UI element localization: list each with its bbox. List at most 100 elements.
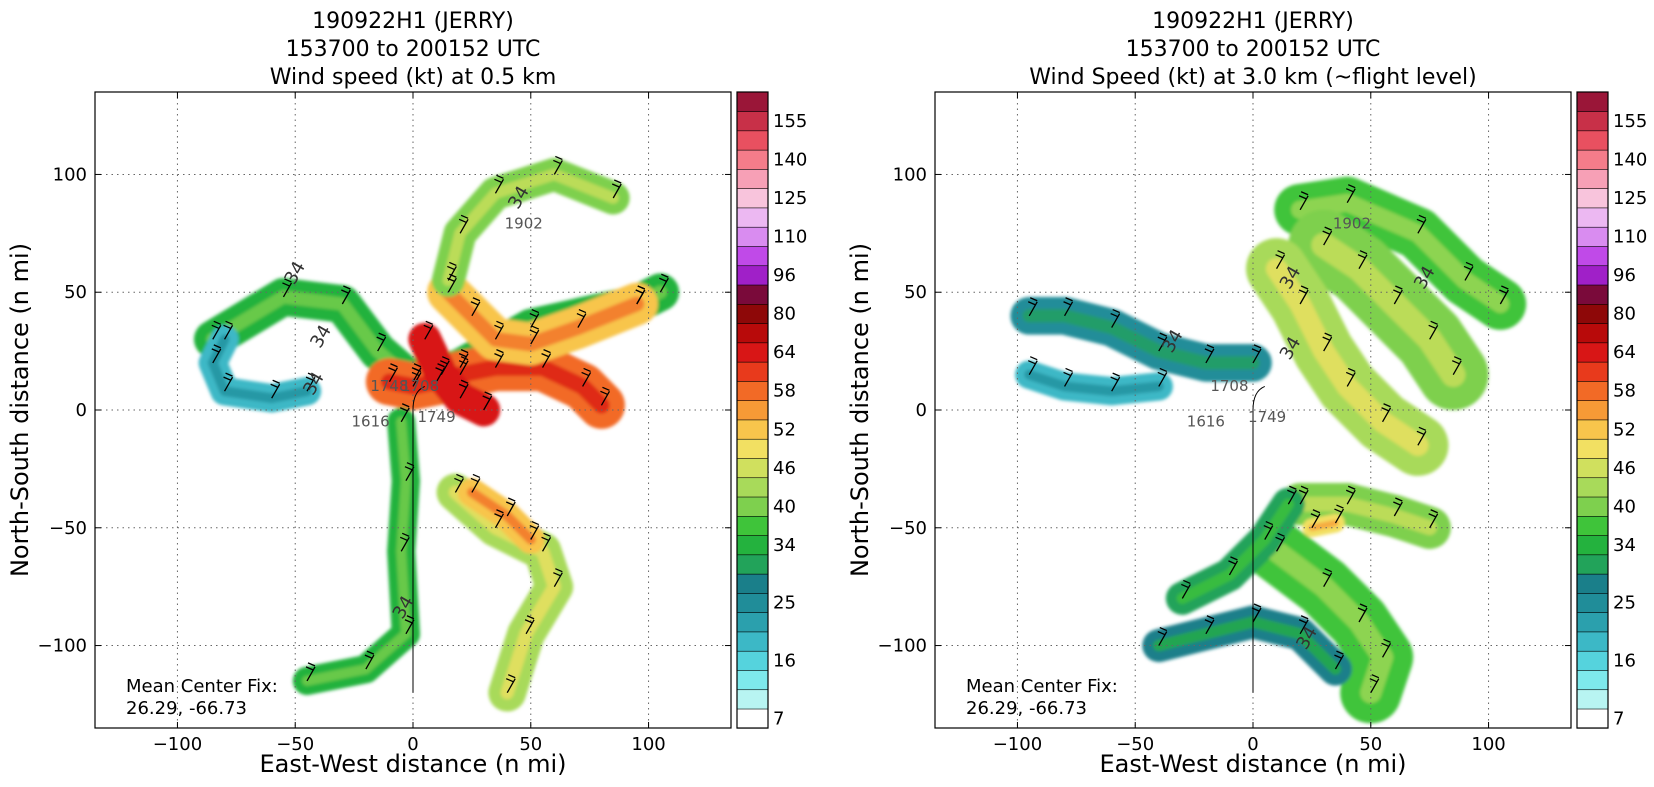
colorbar-segment	[1576, 515, 1609, 536]
wind-swath-core	[448, 485, 561, 700]
colorbar-segment	[1576, 361, 1609, 382]
wind-barb	[1204, 615, 1215, 635]
colorbar-segment	[736, 207, 769, 228]
wind-barb	[1345, 485, 1356, 505]
wind-barb	[1251, 603, 1262, 623]
left-center-fix-label: Mean Center Fix:	[126, 676, 278, 697]
colorbar-segment	[736, 592, 769, 613]
colorbar-segment	[1576, 631, 1609, 652]
colorbar-frame	[736, 91, 769, 729]
wind-barb	[1298, 191, 1309, 211]
wind-barb	[1181, 579, 1191, 599]
colorbar-segment	[736, 477, 769, 498]
colorbar-segment	[1576, 457, 1609, 479]
right-title-line-1: 190922H1 (JERRY)	[1152, 9, 1354, 34]
wind-swath-core	[1311, 232, 1466, 388]
wind-swath-core	[1024, 369, 1164, 397]
colorbar-segment	[1576, 284, 1609, 305]
right-center-fix-value: 26.29, -66.73	[966, 698, 1087, 719]
right-title-line-2: 153700 to 200152 UTC	[1126, 37, 1381, 62]
wind-barb	[529, 520, 540, 540]
colorbar-segment	[1576, 573, 1609, 594]
colorbar-segment	[1576, 130, 1609, 151]
colorbar-segment	[1576, 400, 1609, 421]
wind-barb	[458, 356, 469, 375]
right-xlabel: East-West distance (n mi)	[1099, 750, 1406, 778]
wind-swath-core	[440, 284, 645, 352]
y-tick-label: −50	[49, 518, 87, 539]
wind-barb	[1334, 504, 1345, 524]
right-colorbar: 7 16 25 34 40 46 52 58 64 80 96 110 125 140 155	[1576, 91, 1647, 729]
wind-barb	[454, 473, 464, 493]
wind-barb	[388, 363, 399, 383]
colorbar-tick-label: 155	[1613, 111, 1647, 132]
colorbar-tick-label: 110	[1613, 227, 1647, 248]
wind-barb	[494, 174, 505, 194]
wind-barb	[1499, 285, 1509, 305]
wind-barb	[411, 367, 422, 387]
wind-barb	[1428, 320, 1439, 340]
left-title-line-2: 153700 to 200152 UTC	[286, 37, 541, 62]
colorbar-segment	[736, 188, 769, 209]
flight-leg-label: 1749	[417, 408, 455, 426]
wind-barb	[581, 367, 592, 387]
wind-barb	[1322, 568, 1333, 587]
colorbar-segment	[736, 419, 769, 440]
y-tick-label: −100	[38, 636, 87, 657]
wind-barb	[494, 349, 505, 368]
wind-swath-core	[302, 416, 411, 686]
colorbar-tick-label: 52	[1613, 419, 1636, 440]
y-tick-label: −100	[878, 636, 927, 657]
colorbar-tick-label: 96	[773, 265, 796, 286]
colorbar-segment	[736, 400, 769, 421]
left-title-line-1: 190922H1 (JERRY)	[312, 9, 514, 34]
wind-barb	[1463, 261, 1474, 281]
wind-barb	[223, 372, 234, 392]
left-gridlines	[95, 92, 731, 728]
right-gridlines	[935, 92, 1571, 728]
wind-barb	[1322, 332, 1333, 352]
x-tick-label: 100	[1471, 734, 1505, 755]
wind-barb	[1310, 509, 1321, 529]
wind-barb	[1381, 638, 1392, 658]
colorbar-segment	[1576, 188, 1609, 209]
wind-barb	[404, 462, 415, 481]
wind-barb	[282, 278, 293, 298]
colorbar-segment	[736, 322, 769, 344]
colorbar-tick-label: 80	[773, 304, 796, 325]
wind-barb	[1298, 285, 1309, 305]
colorbar-frame	[1576, 91, 1609, 729]
colorbar-segment	[736, 496, 769, 517]
colorbar-segment	[736, 457, 769, 479]
x-tick-label: −100	[993, 734, 1042, 755]
colorbar-segment	[1576, 303, 1609, 324]
wind-barb	[305, 662, 316, 682]
wind-barb	[447, 261, 457, 281]
x-tick-label: −50	[276, 734, 314, 755]
y-tick-label: 0	[916, 400, 927, 421]
wind-barb	[1157, 332, 1168, 352]
colorbar-segment	[736, 361, 769, 382]
wind-swath-core	[442, 168, 619, 287]
wind-barb	[1287, 485, 1297, 505]
wind-barb	[1357, 603, 1368, 623]
wind-barb	[1416, 214, 1427, 234]
flight-leg-label: 1902	[505, 215, 543, 233]
x-tick-label: 0	[1247, 734, 1258, 755]
colorbar-segment	[736, 573, 769, 594]
colorbar-segment	[736, 689, 769, 710]
wind-barb	[529, 325, 540, 345]
wind-barb	[1228, 556, 1239, 576]
colorbar-segment	[1576, 612, 1609, 633]
wind-barb	[1110, 308, 1121, 328]
colorbar-tick-label: 96	[1613, 265, 1636, 286]
colorbar-tick-label: 64	[1613, 342, 1636, 363]
wind-barb	[1063, 297, 1074, 317]
wind-barb	[505, 674, 516, 693]
wind-barb	[1345, 367, 1356, 387]
colorbar-tick-label: 7	[1613, 708, 1624, 729]
wind-swath-core	[1265, 258, 1429, 456]
wind-barb	[1027, 297, 1038, 317]
wind-barb	[553, 568, 563, 587]
x-tick-label: 100	[631, 734, 665, 755]
